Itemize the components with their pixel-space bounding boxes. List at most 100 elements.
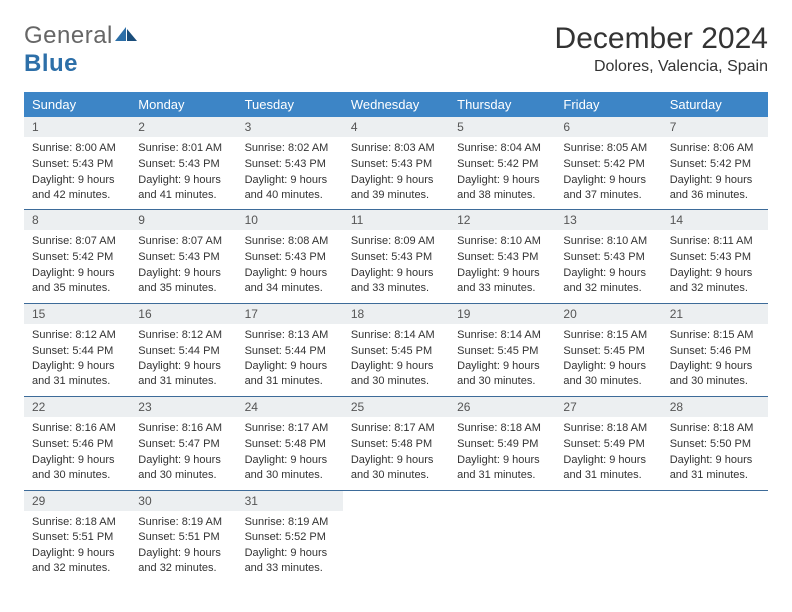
- day-number: 11: [343, 210, 449, 230]
- daylight-line: Daylight: 9 hours and 33 minutes.: [457, 266, 547, 296]
- day-body: Sunrise: 8:18 AMSunset: 5:51 PMDaylight:…: [24, 511, 130, 583]
- calendar-cell: 9Sunrise: 8:07 AMSunset: 5:43 PMDaylight…: [130, 210, 236, 303]
- daylight-line: Daylight: 9 hours and 31 minutes.: [245, 359, 335, 389]
- weekday-header-row: Sunday Monday Tuesday Wednesday Thursday…: [24, 92, 768, 117]
- day-body: Sunrise: 8:16 AMSunset: 5:47 PMDaylight:…: [130, 417, 236, 489]
- daylight-line: Daylight: 9 hours and 30 minutes.: [138, 453, 228, 483]
- day-body: Sunrise: 8:03 AMSunset: 5:43 PMDaylight:…: [343, 137, 449, 209]
- day-body: Sunrise: 8:00 AMSunset: 5:43 PMDaylight:…: [24, 137, 130, 209]
- day-body: Sunrise: 8:18 AMSunset: 5:49 PMDaylight:…: [449, 417, 555, 489]
- daylight-line: Daylight: 9 hours and 31 minutes.: [138, 359, 228, 389]
- sunrise-line: Sunrise: 8:17 AM: [351, 421, 441, 436]
- logo: General Blue: [24, 22, 139, 78]
- sunset-line: Sunset: 5:44 PM: [138, 344, 228, 359]
- daylight-line: Daylight: 9 hours and 36 minutes.: [670, 173, 760, 203]
- day-number: 29: [24, 491, 130, 511]
- calendar-cell: 8Sunrise: 8:07 AMSunset: 5:42 PMDaylight…: [24, 210, 130, 303]
- calendar-cell: 21Sunrise: 8:15 AMSunset: 5:46 PMDayligh…: [662, 303, 768, 396]
- day-body: Sunrise: 8:06 AMSunset: 5:42 PMDaylight:…: [662, 137, 768, 209]
- calendar-cell: 27Sunrise: 8:18 AMSunset: 5:49 PMDayligh…: [555, 397, 661, 490]
- logo-text: General Blue: [24, 22, 139, 78]
- calendar-cell: 24Sunrise: 8:17 AMSunset: 5:48 PMDayligh…: [237, 397, 343, 490]
- day-body: Sunrise: 8:14 AMSunset: 5:45 PMDaylight:…: [449, 324, 555, 396]
- day-body: Sunrise: 8:10 AMSunset: 5:43 PMDaylight:…: [449, 230, 555, 302]
- daylight-line: Daylight: 9 hours and 35 minutes.: [138, 266, 228, 296]
- daylight-line: Daylight: 9 hours and 41 minutes.: [138, 173, 228, 203]
- day-body: Sunrise: 8:05 AMSunset: 5:42 PMDaylight:…: [555, 137, 661, 209]
- calendar-cell: 2Sunrise: 8:01 AMSunset: 5:43 PMDaylight…: [130, 117, 236, 210]
- day-number: 13: [555, 210, 661, 230]
- calendar-cell: 29Sunrise: 8:18 AMSunset: 5:51 PMDayligh…: [24, 490, 130, 583]
- calendar-table: Sunday Monday Tuesday Wednesday Thursday…: [24, 92, 768, 583]
- sunrise-line: Sunrise: 8:17 AM: [245, 421, 335, 436]
- sunset-line: Sunset: 5:43 PM: [563, 250, 653, 265]
- calendar-cell: 23Sunrise: 8:16 AMSunset: 5:47 PMDayligh…: [130, 397, 236, 490]
- day-number: 27: [555, 397, 661, 417]
- sunrise-line: Sunrise: 8:07 AM: [138, 234, 228, 249]
- day-body: Sunrise: 8:15 AMSunset: 5:46 PMDaylight:…: [662, 324, 768, 396]
- calendar-row: 8Sunrise: 8:07 AMSunset: 5:42 PMDaylight…: [24, 210, 768, 303]
- calendar-cell: 5Sunrise: 8:04 AMSunset: 5:42 PMDaylight…: [449, 117, 555, 210]
- sunrise-line: Sunrise: 8:06 AM: [670, 141, 760, 156]
- weekday-header: Saturday: [662, 92, 768, 117]
- calendar-cell: 11Sunrise: 8:09 AMSunset: 5:43 PMDayligh…: [343, 210, 449, 303]
- day-number: 8: [24, 210, 130, 230]
- sunrise-line: Sunrise: 8:14 AM: [351, 328, 441, 343]
- sunset-line: Sunset: 5:52 PM: [245, 530, 335, 545]
- sunrise-line: Sunrise: 8:01 AM: [138, 141, 228, 156]
- day-body: Sunrise: 8:02 AMSunset: 5:43 PMDaylight:…: [237, 137, 343, 209]
- sunrise-line: Sunrise: 8:12 AM: [32, 328, 122, 343]
- calendar-row: 29Sunrise: 8:18 AMSunset: 5:51 PMDayligh…: [24, 490, 768, 583]
- daylight-line: Daylight: 9 hours and 32 minutes.: [670, 266, 760, 296]
- sunrise-line: Sunrise: 8:00 AM: [32, 141, 122, 156]
- day-body: Sunrise: 8:01 AMSunset: 5:43 PMDaylight:…: [130, 137, 236, 209]
- calendar-cell: 17Sunrise: 8:13 AMSunset: 5:44 PMDayligh…: [237, 303, 343, 396]
- day-body: Sunrise: 8:14 AMSunset: 5:45 PMDaylight:…: [343, 324, 449, 396]
- sunset-line: Sunset: 5:43 PM: [32, 157, 122, 172]
- sunset-line: Sunset: 5:43 PM: [138, 157, 228, 172]
- day-body: Sunrise: 8:17 AMSunset: 5:48 PMDaylight:…: [343, 417, 449, 489]
- sunset-line: Sunset: 5:46 PM: [32, 437, 122, 452]
- sunrise-line: Sunrise: 8:03 AM: [351, 141, 441, 156]
- daylight-line: Daylight: 9 hours and 39 minutes.: [351, 173, 441, 203]
- day-number: 5: [449, 117, 555, 137]
- calendar-cell: 16Sunrise: 8:12 AMSunset: 5:44 PMDayligh…: [130, 303, 236, 396]
- weekday-header: Wednesday: [343, 92, 449, 117]
- day-number: 15: [24, 304, 130, 324]
- day-body: Sunrise: 8:18 AMSunset: 5:50 PMDaylight:…: [662, 417, 768, 489]
- daylight-line: Daylight: 9 hours and 31 minutes.: [457, 453, 547, 483]
- sunset-line: Sunset: 5:51 PM: [32, 530, 122, 545]
- day-body: Sunrise: 8:13 AMSunset: 5:44 PMDaylight:…: [237, 324, 343, 396]
- day-body: Sunrise: 8:18 AMSunset: 5:49 PMDaylight:…: [555, 417, 661, 489]
- day-number: 23: [130, 397, 236, 417]
- sunrise-line: Sunrise: 8:19 AM: [245, 515, 335, 530]
- weekday-header: Friday: [555, 92, 661, 117]
- calendar-cell: ..: [555, 490, 661, 583]
- sunset-line: Sunset: 5:48 PM: [351, 437, 441, 452]
- daylight-line: Daylight: 9 hours and 31 minutes.: [670, 453, 760, 483]
- logo-text-2: Blue: [24, 50, 78, 77]
- sunset-line: Sunset: 5:42 PM: [563, 157, 653, 172]
- day-number: 25: [343, 397, 449, 417]
- calendar-cell: 20Sunrise: 8:15 AMSunset: 5:45 PMDayligh…: [555, 303, 661, 396]
- day-number: 14: [662, 210, 768, 230]
- sunset-line: Sunset: 5:43 PM: [457, 250, 547, 265]
- day-number: 9: [130, 210, 236, 230]
- calendar-cell: 3Sunrise: 8:02 AMSunset: 5:43 PMDaylight…: [237, 117, 343, 210]
- daylight-line: Daylight: 9 hours and 30 minutes.: [457, 359, 547, 389]
- daylight-line: Daylight: 9 hours and 30 minutes.: [32, 453, 122, 483]
- sunrise-line: Sunrise: 8:18 AM: [670, 421, 760, 436]
- daylight-line: Daylight: 9 hours and 30 minutes.: [670, 359, 760, 389]
- daylight-line: Daylight: 9 hours and 34 minutes.: [245, 266, 335, 296]
- sunset-line: Sunset: 5:43 PM: [351, 250, 441, 265]
- day-body: Sunrise: 8:04 AMSunset: 5:42 PMDaylight:…: [449, 137, 555, 209]
- daylight-line: Daylight: 9 hours and 35 minutes.: [32, 266, 122, 296]
- sunrise-line: Sunrise: 8:05 AM: [563, 141, 653, 156]
- sunrise-line: Sunrise: 8:02 AM: [245, 141, 335, 156]
- day-body: Sunrise: 8:12 AMSunset: 5:44 PMDaylight:…: [130, 324, 236, 396]
- daylight-line: Daylight: 9 hours and 30 minutes.: [245, 453, 335, 483]
- title-block: December 2024 Dolores, Valencia, Spain: [555, 22, 768, 76]
- calendar-cell: 31Sunrise: 8:19 AMSunset: 5:52 PMDayligh…: [237, 490, 343, 583]
- calendar-cell: 25Sunrise: 8:17 AMSunset: 5:48 PMDayligh…: [343, 397, 449, 490]
- sunset-line: Sunset: 5:45 PM: [563, 344, 653, 359]
